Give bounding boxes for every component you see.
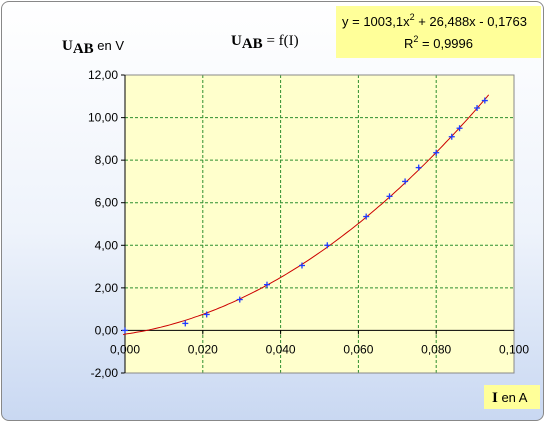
data-point <box>324 242 331 249</box>
x-axis-label: I en A <box>492 390 528 406</box>
data-point <box>182 320 189 327</box>
chart-svg: -2,00 0,00 2,00 4,00 6,00 8,00 10,00 12,00 0,00… <box>62 6 541 409</box>
y-tick-label: 0,00 <box>95 323 119 337</box>
data-point <box>448 133 455 140</box>
x-tick-label: 0,040 <box>266 342 296 356</box>
r-squared: R2 = 0,9996 <box>404 34 473 51</box>
trendline <box>122 94 490 336</box>
y-tick-label: 12,00 <box>88 68 118 82</box>
x-tick-label: 0,020 <box>188 342 218 356</box>
data-point <box>122 327 128 334</box>
data-point <box>481 97 488 104</box>
x-tick-label: 0,060 <box>343 342 373 356</box>
equation-box <box>336 6 541 58</box>
x-tick-label: 0,080 <box>421 342 451 356</box>
data-point <box>474 104 481 111</box>
data-point <box>236 296 243 303</box>
data-point <box>456 125 463 132</box>
chart-title: UAB = f(I) <box>231 33 299 52</box>
y-tick-label: 8,00 <box>95 153 119 167</box>
y-axis-label: UAB en V <box>62 38 124 57</box>
data-point <box>386 193 393 200</box>
plot-area <box>125 75 514 373</box>
y-tick-label: 6,00 <box>95 196 119 210</box>
axes <box>121 74 515 374</box>
data-point <box>415 164 422 171</box>
y-tick-label: 2,00 <box>95 281 119 295</box>
y-tick-label: 4,00 <box>95 238 119 252</box>
data-point <box>203 311 210 318</box>
x-tick-label: 0,000 <box>110 342 140 356</box>
x-axis-label-box <box>484 385 540 409</box>
data-point <box>402 178 409 185</box>
data-point <box>433 149 440 156</box>
data-point <box>263 281 270 288</box>
y-tick-label: 10,00 <box>88 111 118 125</box>
data-points <box>122 97 488 334</box>
data-point <box>363 213 370 220</box>
y-tick-labels: -2,00 0,00 2,00 4,00 6,00 8,00 10,00 12,00 <box>88 68 118 380</box>
data-point <box>298 262 305 269</box>
trendline-equation: y = 1003,1x2 + 26,488x - 0,1763 <box>342 12 527 29</box>
x-tick-label: 0,100 <box>499 342 529 356</box>
y-tick-label: -2,00 <box>91 366 119 380</box>
x-tick-labels: 0,000 0,020 0,040 0,060 0,080 0,100 <box>110 342 529 356</box>
